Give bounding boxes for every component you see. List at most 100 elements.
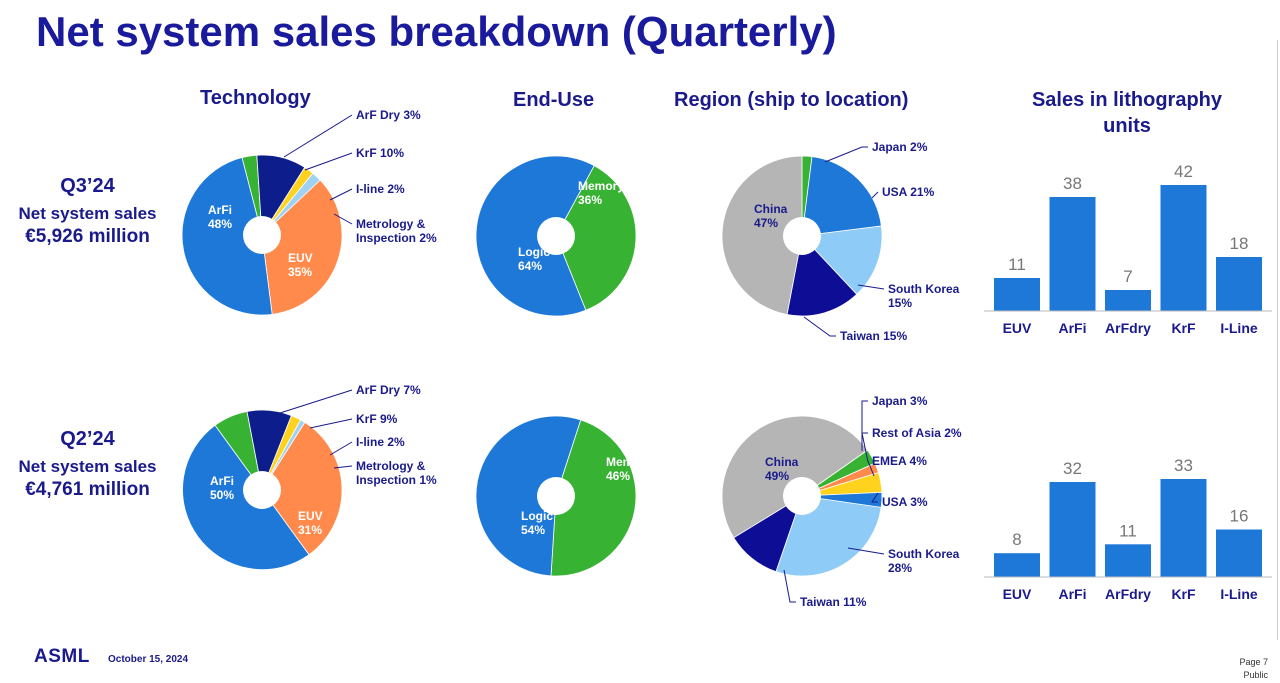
- bar-chart-q2-units: 8 EUV 32 ArFi 11 ArFdry 33 KrF 16 I-Line: [984, 456, 1272, 602]
- slice-china: [721, 415, 869, 539]
- callout-label-metrology-inspection: Metrology & Inspection 1%: [356, 459, 437, 487]
- callout-label-south-korea: South Korea 15%: [888, 282, 960, 310]
- slide-edge: [1277, 40, 1278, 640]
- bar-krf: [1160, 479, 1207, 577]
- bar-arfi: [1049, 482, 1096, 577]
- bar-value-arfi: 32: [1063, 459, 1082, 478]
- bar-i-line: [1216, 257, 1262, 311]
- callout-line-krf: [304, 152, 353, 171]
- callout-label-metrology-inspection: Metrology & Inspection 2%: [356, 217, 437, 245]
- callout-line-usa: [871, 191, 879, 199]
- bar-value-arfdry: 11: [1119, 521, 1137, 540]
- slice-logic: [475, 155, 595, 317]
- callout-line-metrology-inspection: [333, 465, 353, 469]
- bar-value-arfdry: 7: [1123, 267, 1132, 286]
- pie-chart-q3-region: Japan 2% USA 21% South Korea 15% Taiwan 15% C…: [721, 140, 960, 343]
- donut-hole: [243, 471, 281, 509]
- bar-arfdry: [1105, 290, 1151, 311]
- bar-value-i-line: 18: [1230, 234, 1249, 253]
- bar-value-i-line: 16: [1230, 507, 1249, 526]
- pie-chart-q3-end-use: Memory 36% Logic 64%: [475, 155, 637, 317]
- bar-category-i-line: I-Line: [1220, 320, 1258, 336]
- bar-euv: [994, 553, 1040, 577]
- classification: Public: [1243, 670, 1268, 680]
- net-sales-label: Net system sales: [18, 204, 157, 223]
- quarter-q3: Q3’24 Net system sales €5,926 million: [0, 175, 175, 248]
- callout-label-taiwan: Taiwan 15%: [840, 329, 907, 343]
- callout-line-taiwan: [803, 316, 836, 337]
- net-sales-value: €4,761 million: [25, 479, 150, 500]
- header-end-use: End-Use: [513, 89, 595, 111]
- bar-category-arfi: ArFi: [1059, 586, 1087, 602]
- slice-label-logic: Logic 64%: [518, 245, 550, 273]
- pie-chart-q2-technology: ArF Dry 7% KrF 9% I-line 2% Metrology & Insp…: [182, 383, 437, 570]
- slice-label-memory: Memory 46%: [606, 455, 652, 483]
- callout-label-japan: Japan 3%: [872, 394, 928, 408]
- callout-line-taiwan: [783, 569, 796, 603]
- slice-label-arfi: ArFi 48%: [208, 203, 232, 231]
- callout-label-japan: Japan 2%: [872, 140, 928, 154]
- bar-chart-q3-units: 11 EUV 38 ArFi 7 ArFdry 42 KrF 18 I-Line: [984, 162, 1272, 336]
- callout-line-arf-dry: [283, 114, 353, 158]
- slice-memory: [555, 165, 637, 311]
- bar-category-i-line: I-Line: [1220, 586, 1258, 602]
- net-sales-value: €5,926 million: [25, 226, 150, 247]
- bar-arfdry: [1105, 544, 1151, 577]
- slice-euv: [261, 421, 343, 556]
- slice-taiwan: [786, 235, 858, 317]
- callout-line-i-line: [329, 441, 353, 456]
- donut-hole: [783, 217, 821, 255]
- quarter-q2: Q2’24 Net system sales €4,761 million: [0, 428, 175, 501]
- bar-category-krf: KrF: [1171, 586, 1196, 602]
- slice-china: [721, 155, 803, 316]
- callout-label-arf-dry: ArF Dry 7%: [356, 383, 421, 397]
- callout-label-i-line: I-line 2%: [356, 435, 405, 449]
- callout-line-japan: [824, 146, 868, 163]
- donut-hole: [537, 217, 575, 255]
- bar-euv: [994, 278, 1040, 311]
- bar-krf: [1160, 185, 1207, 311]
- callout-label-south-korea: South Korea 28%: [888, 547, 960, 575]
- bar-i-line: [1216, 529, 1262, 577]
- bar-category-krf: KrF: [1171, 320, 1196, 336]
- callout-label-taiwan: Taiwan 11%: [800, 595, 867, 609]
- pie-chart-q2-region: Japan 3% Rest of Asia 2% EMEA 4% USA 3% Sout…: [721, 394, 962, 609]
- bar-category-arfdry: ArFdry: [1105, 320, 1151, 336]
- callout-label-arf-dry: ArF Dry 3%: [356, 108, 421, 122]
- header-units-line2: units: [1103, 115, 1151, 137]
- callout-line-emea: [867, 460, 875, 477]
- donut-hole: [537, 477, 575, 515]
- callout-line-i-line: [329, 188, 353, 201]
- callout-line-arf-dry: [279, 389, 353, 414]
- bar-value-arfi: 38: [1063, 174, 1082, 193]
- footer-page-info: Page 7 Public: [1239, 656, 1268, 682]
- bar-value-euv: 8: [1012, 530, 1021, 549]
- slice-south-korea: [775, 495, 882, 577]
- callout-line-metrology-inspection: [333, 213, 353, 225]
- slice-label-logic: Logic 54%: [521, 509, 553, 537]
- callout-label-usa: USA 3%: [882, 495, 928, 509]
- bar-arfi: [1049, 197, 1096, 311]
- slice-memory: [550, 419, 637, 577]
- slice-euv: [261, 179, 343, 315]
- bar-value-krf: 42: [1174, 162, 1193, 181]
- header-region: Region (ship to location): [674, 89, 909, 111]
- pie-chart-q3-technology: ArF Dry 3% KrF 10% I-line 2% Metrology & Ins…: [181, 108, 437, 316]
- quarter-label: Q2’24: [60, 428, 115, 450]
- asml-logo: ASML: [34, 646, 90, 667]
- callout-line-south-korea: [857, 284, 885, 290]
- callout-label-i-line: I-line 2%: [356, 182, 405, 196]
- callout-label-rest-of-asia: Rest of Asia 2%: [872, 426, 962, 440]
- page-title: Net system sales breakdown (Quarterly): [36, 8, 837, 55]
- header-units: Sales in lithography units: [1000, 87, 1254, 139]
- slice-label-china: China 49%: [765, 455, 799, 483]
- callout-label-usa: USA 21%: [882, 185, 935, 199]
- slice-label-euv: EUV 31%: [298, 509, 323, 537]
- header-units-line1: Sales in lithography: [1031, 89, 1223, 111]
- bar-category-arfdry: ArFdry: [1105, 586, 1151, 602]
- header-technology: Technology: [200, 87, 311, 109]
- slice-south-korea: [801, 225, 883, 295]
- quarter-label: Q3’24: [60, 175, 115, 197]
- net-sales-label: Net system sales: [18, 457, 157, 476]
